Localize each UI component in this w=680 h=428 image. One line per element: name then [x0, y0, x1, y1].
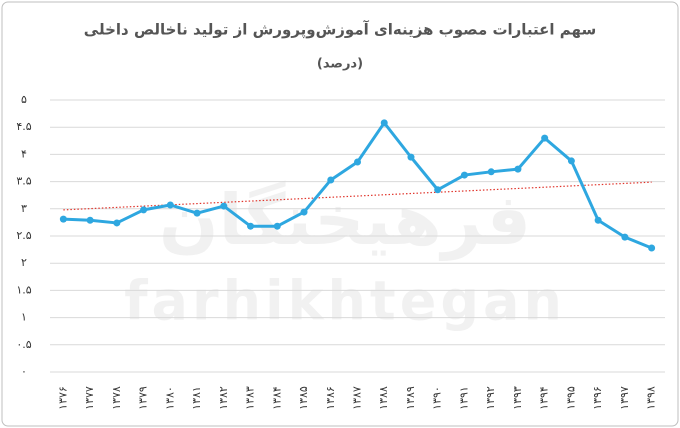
data-point [434, 186, 442, 194]
data-point [541, 134, 549, 142]
data-point [380, 119, 388, 127]
y-tick-label: ۰.۵ [16, 338, 31, 351]
data-point [460, 171, 468, 179]
data-point [514, 165, 522, 173]
y-tick-label: ۲ [21, 256, 27, 269]
data-point [621, 233, 629, 241]
chart-title: سهم اعتبارات مصوب هزینه‌ای آموزش‌وپرورش … [84, 21, 596, 40]
x-tick-label: ۱۳۸۸ [377, 386, 390, 410]
y-tick-label: ۰ [21, 365, 27, 378]
chart-subtitle: (درصد) [317, 57, 363, 72]
x-tick-label: ۱۳۹۴ [538, 386, 551, 410]
data-point [113, 219, 121, 227]
x-tick-label: ۱۳۸۹ [404, 386, 417, 410]
watermark: farhikhtegan [124, 270, 566, 333]
x-tick-label: ۱۳۸۶ [324, 386, 337, 410]
watermark: فرهیختگان [159, 179, 531, 261]
data-point [193, 209, 201, 217]
data-point [567, 157, 575, 165]
data-point [166, 201, 174, 209]
data-point [648, 244, 656, 252]
x-tick-label: ۱۳۹۸ [645, 386, 658, 410]
x-tick-label: ۱۳۹۲ [484, 386, 497, 410]
x-tick-label: ۱۳۸۰ [163, 386, 176, 410]
data-point [86, 216, 94, 224]
y-tick-label: ۳ [21, 202, 27, 215]
y-tick-label: ۱.۵ [16, 283, 31, 296]
data-point [594, 216, 602, 224]
data-point [354, 158, 361, 166]
y-tick-label: ۴ [21, 147, 27, 160]
x-tick-label: ۱۳۹۷ [618, 386, 631, 410]
x-tick-label: ۱۳۹۳ [511, 386, 524, 410]
y-tick-label: ۲.۵ [16, 229, 31, 242]
data-point [273, 222, 281, 230]
data-point [220, 202, 228, 210]
data-point [327, 176, 335, 184]
data-point [487, 168, 495, 176]
x-tick-label: ۱۳۸۴ [270, 386, 283, 410]
x-tick-label: ۱۳۹۰ [431, 386, 444, 410]
x-tick-label: ۱۳۷۶ [56, 386, 69, 410]
data-point [300, 208, 308, 216]
y-tick-label: ۴.۵ [16, 120, 31, 133]
y-tick-label: ۱ [21, 311, 27, 324]
data-point [59, 215, 67, 223]
x-tick-label: ۱۳۷۹ [137, 386, 150, 410]
x-tick-label: ۱۳۸۵ [297, 386, 310, 410]
x-tick-label: ۱۳۷۷ [83, 386, 96, 410]
x-tick-label: ۱۳۷۸ [110, 386, 123, 410]
data-point [140, 206, 148, 214]
x-tick-label: ۱۳۹۶ [591, 386, 604, 410]
x-tick-label: ۱۳۹۱ [457, 386, 470, 410]
x-tick-label: ۱۳۸۱ [190, 386, 203, 410]
x-tick-label: ۱۳۹۵ [564, 386, 577, 410]
data-point [247, 222, 255, 230]
y-tick-label: ۳.۵ [16, 175, 31, 188]
y-tick-label: ۵ [21, 93, 27, 106]
x-tick-label: ۱۳۸۳ [244, 386, 257, 410]
x-tick-label: ۱۳۸۷ [351, 386, 364, 410]
x-tick-label: ۱۳۸۲ [217, 386, 230, 410]
data-point [407, 153, 415, 161]
